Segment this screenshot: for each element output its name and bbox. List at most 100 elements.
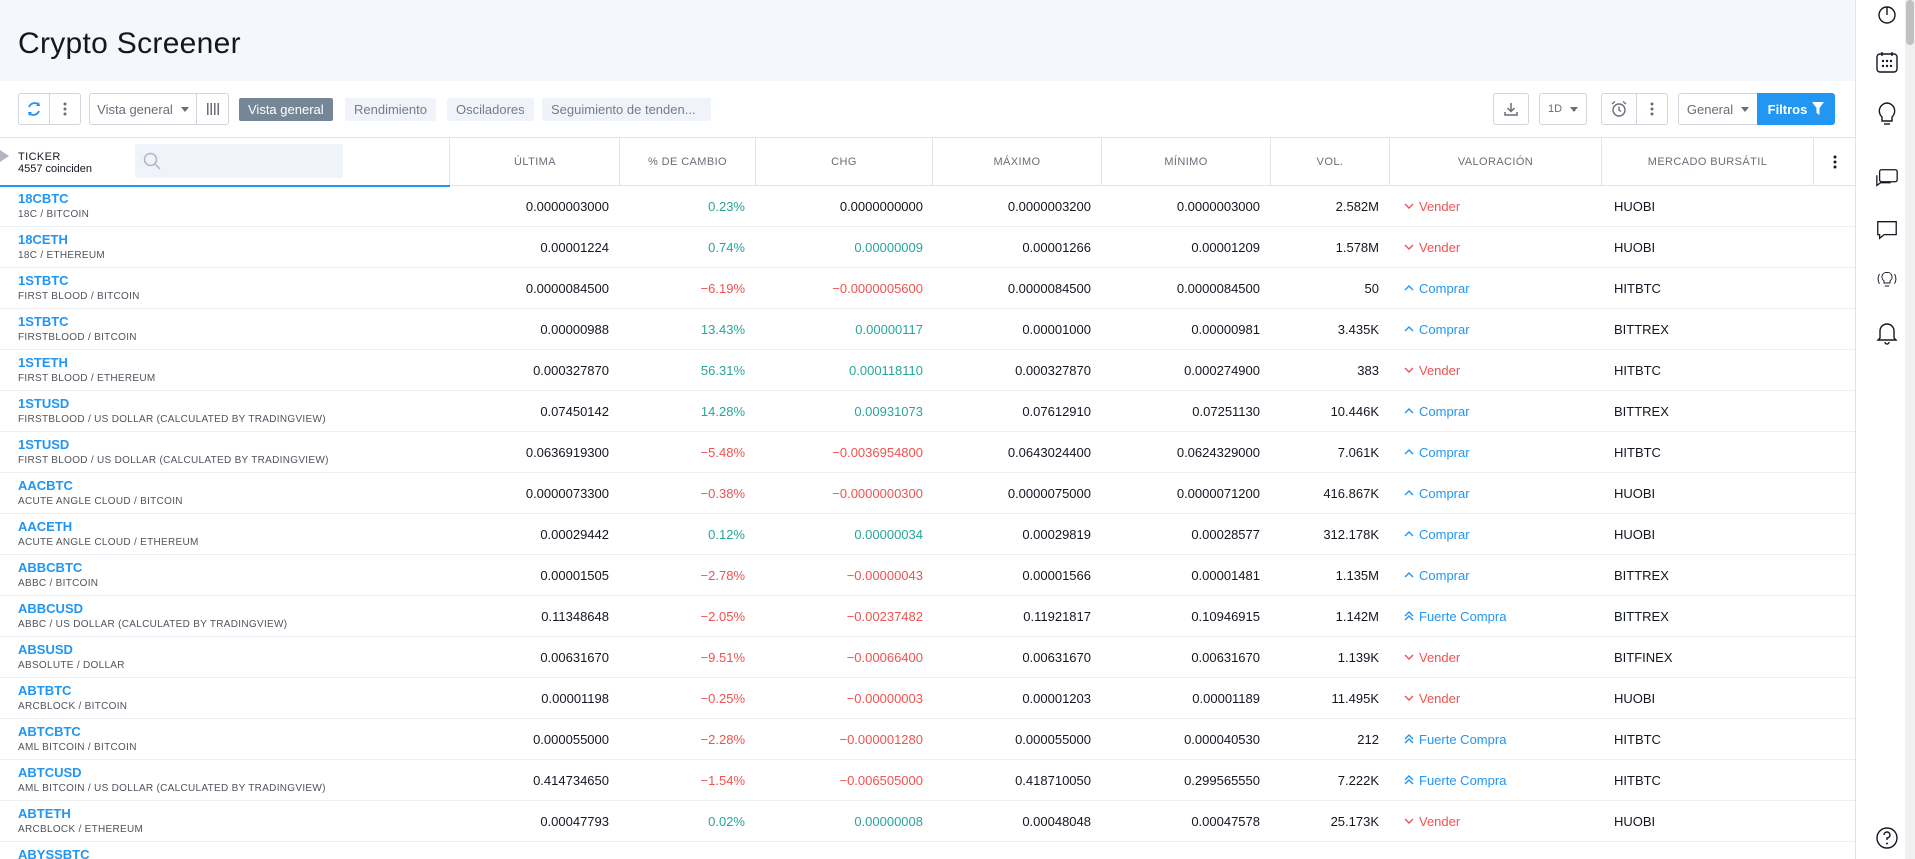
cell-exchange: BITTREX xyxy=(1614,567,1669,583)
table-row[interactable]: ABYSSBTC xyxy=(0,842,1855,859)
scrollbar-thumb[interactable] xyxy=(1906,0,1914,45)
ticker-symbol[interactable]: 1STBTC xyxy=(18,314,69,329)
columns-button[interactable] xyxy=(196,93,229,125)
column-header-maximo[interactable]: MÁXIMO xyxy=(933,138,1102,186)
table-row[interactable]: 1STBTC FIRSTBLOOD / BITCOIN 0.00000988 13.4… xyxy=(0,309,1855,350)
ticker-symbol[interactable]: AACETH xyxy=(18,519,73,534)
ticker-column-header[interactable]: TICKER 4557 coinciden xyxy=(0,138,450,187)
table-row[interactable]: AACBTC ACUTE ANGLE CLOUD / BITCOIN 0.00000… xyxy=(0,473,1855,514)
rating-cell xyxy=(1404,842,1594,859)
timer-icon[interactable] xyxy=(1875,2,1899,26)
ticker-symbol[interactable]: ABSUSD xyxy=(18,642,73,657)
column-header-mercado[interactable]: MERCADO BURSÁTIL xyxy=(1602,138,1814,186)
ticker-symbol[interactable]: ABTBTC xyxy=(18,683,72,698)
cell-chg: −0.00000003 xyxy=(846,690,923,706)
funnel-icon xyxy=(1812,102,1825,115)
rating-cell: Comprar xyxy=(1404,473,1594,513)
table-row[interactable]: 1STBTC FIRST BLOOD / BITCOIN 0.0000084500 −… xyxy=(0,268,1855,309)
tab-rendimiento[interactable]: Rendimiento xyxy=(345,98,436,121)
cell-last: 0.0636919300 xyxy=(525,444,609,460)
ticker-symbol[interactable]: ABYSSBTC xyxy=(18,847,90,859)
cell-low: 0.299565550 xyxy=(1184,772,1260,788)
columns-icon xyxy=(206,103,219,115)
cell-vol: 10.446K xyxy=(1330,403,1379,419)
refresh-icon xyxy=(28,102,40,116)
cell-pct: −2.28% xyxy=(700,731,745,747)
alert-button[interactable] xyxy=(1601,93,1637,125)
ticker-symbol[interactable]: 1STBTC xyxy=(18,273,69,288)
cell-chg: −0.006505000 xyxy=(839,772,923,788)
table-row[interactable]: AACETH ACUTE ANGLE CLOUD / ETHEREUM 0.0002… xyxy=(0,514,1855,555)
table-row[interactable]: ABTBTC ARCBLOCK / BITCOIN 0.00001198 −0.25%… xyxy=(0,678,1855,719)
column-header-ultima[interactable]: ÚLTIMA xyxy=(451,138,620,186)
ticker-search-input[interactable] xyxy=(135,144,343,178)
refresh-menu-button[interactable] xyxy=(49,93,81,125)
table-row[interactable]: ABSUSD ABSOLUTE / DOLLAR 0.00631670 −9.51% −… xyxy=(0,637,1855,678)
table-row[interactable]: ABBCUSD ABBC / US DOLLAR (CALCULATED BY T… xyxy=(0,596,1855,637)
ticker-symbol[interactable]: ABBCUSD xyxy=(18,601,83,616)
table-row[interactable]: 18CBTC 18C / BITCOIN 0.0000003000 0.23% 0.00… xyxy=(0,186,1855,227)
calendar-icon[interactable] xyxy=(1875,50,1899,74)
cell-vol: 212 xyxy=(1357,731,1379,747)
chevron-up-icon xyxy=(1404,449,1414,455)
chevron-down-icon xyxy=(1741,106,1750,112)
table-row[interactable]: 1STUSD FIRST BLOOD / US DOLLAR (CALCULATE… xyxy=(0,432,1855,473)
table-row[interactable]: 1STUSD FIRSTBLOOD / US DOLLAR (CALCULATED… xyxy=(0,391,1855,432)
market-dropdown[interactable]: General xyxy=(1678,93,1758,125)
ticker-symbol[interactable]: 18CETH xyxy=(18,232,68,247)
ticker-symbol[interactable]: ABTCBTC xyxy=(18,724,81,739)
table-row[interactable]: ABTCBTC AML BITCOIN / BITCOIN 0.000055000 −… xyxy=(0,719,1855,760)
tab-vista-general[interactable]: Vista general xyxy=(239,98,333,121)
column-header-vol[interactable]: VOL. xyxy=(1271,138,1390,186)
rating-label: Comprar xyxy=(1419,444,1470,460)
column-settings-button[interactable] xyxy=(1814,138,1855,186)
refresh-button[interactable] xyxy=(18,93,50,125)
rating-label: Vender xyxy=(1419,362,1461,378)
cell-last: 0.00001198 xyxy=(541,690,609,706)
alert-menu-button[interactable] xyxy=(1636,93,1668,125)
table-row[interactable]: ABTETH ARCBLOCK / ETHEREUM 0.00047793 0.02%… xyxy=(0,801,1855,842)
cell-chg: 0.00000008 xyxy=(854,813,923,829)
ticker-symbol[interactable]: 1STUSD xyxy=(18,437,70,452)
page-scrollbar[interactable] xyxy=(1905,0,1915,859)
rating-cell: Vender xyxy=(1404,637,1594,677)
rating-cell: Vender xyxy=(1404,186,1594,226)
cell-vol: 3.435K xyxy=(1337,321,1379,337)
ticker-symbol[interactable]: 1STETH xyxy=(18,355,68,370)
chat-icon[interactable] xyxy=(1875,167,1899,191)
column-header-minimo[interactable]: MÍNIMO xyxy=(1102,138,1271,186)
ticker-symbol[interactable]: ABTCUSD xyxy=(18,765,82,780)
ticker-symbol[interactable]: ABBCBTC xyxy=(18,560,83,575)
table-row[interactable]: 1STETH FIRST BLOOD / ETHEREUM 0.000327870 5… xyxy=(0,350,1855,391)
cell-exchange: BITTREX xyxy=(1614,321,1669,337)
filters-button[interactable]: Filtros xyxy=(1757,93,1835,125)
comment-icon[interactable] xyxy=(1875,218,1899,242)
table-row[interactable]: ABTCUSD AML BITCOIN / US DOLLAR (CALCULAT… xyxy=(0,760,1855,801)
cell-exchange: HUOBI xyxy=(1614,485,1656,501)
rating-label: Fuerte Compra xyxy=(1419,608,1507,624)
ticker-symbol[interactable]: ABTETH xyxy=(18,806,71,821)
tab-osciladores[interactable]: Osciladores xyxy=(447,98,534,121)
rating-label: Vender xyxy=(1419,649,1461,665)
cell-pct: −5.48% xyxy=(700,444,745,460)
help-icon[interactable] xyxy=(1875,826,1899,850)
table-row[interactable]: ABBCBTC ABBC / BITCOIN 0.00001505 −2.78% −0.… xyxy=(0,555,1855,596)
tab-seguimiento[interactable]: Seguimiento de tenden... xyxy=(542,98,711,121)
rating-label: Comprar xyxy=(1419,567,1470,583)
interval-dropdown[interactable]: 1D xyxy=(1539,93,1587,125)
cell-low: 0.00631670 xyxy=(1191,649,1260,665)
ticker-symbol[interactable]: 18CBTC xyxy=(18,191,69,206)
chevron-down-icon xyxy=(1404,244,1414,250)
ticker-symbol[interactable]: AACBTC xyxy=(18,478,73,493)
bell-icon[interactable] xyxy=(1875,321,1899,345)
ticker-symbol[interactable]: 1STUSD xyxy=(18,396,70,411)
export-button[interactable] xyxy=(1493,93,1529,125)
live-ideas-icon[interactable] xyxy=(1875,268,1899,292)
column-header-chg[interactable]: CHG xyxy=(756,138,933,186)
preset-dropdown[interactable]: Vista general xyxy=(89,93,197,125)
lightbulb-icon[interactable] xyxy=(1875,102,1899,126)
table-row[interactable]: 18CETH 18C / ETHEREUM 0.00001224 0.74% 0.000… xyxy=(0,227,1855,268)
column-header-pct-change[interactable]: % DE CAMBIO xyxy=(620,138,756,186)
column-header-valoracion[interactable]: VALORACIÓN xyxy=(1390,138,1602,186)
